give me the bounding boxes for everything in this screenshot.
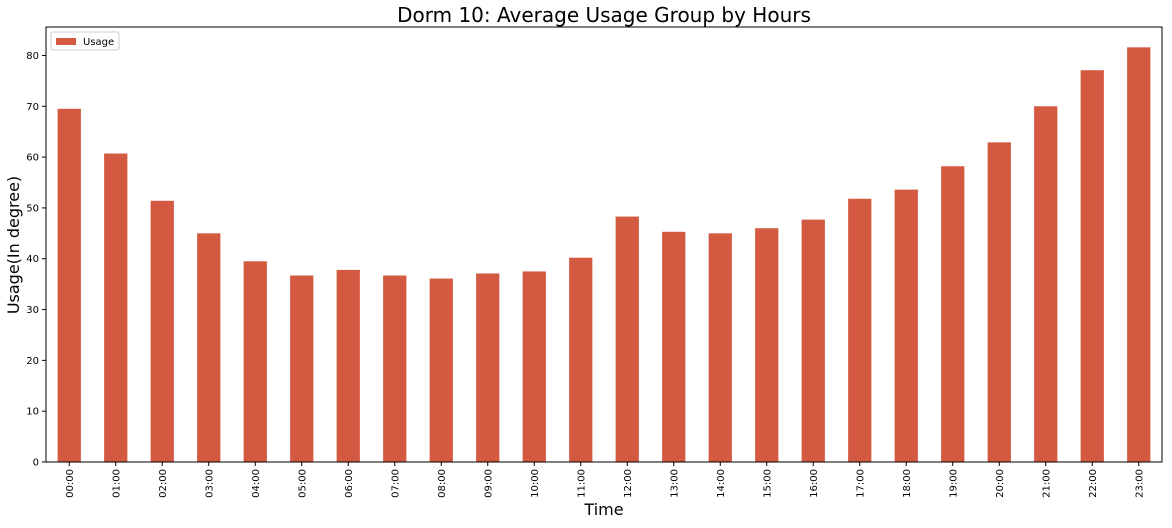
x-tick-label: 17:00 bbox=[855, 469, 866, 498]
legend-label: Usage bbox=[83, 37, 114, 48]
x-tick-label: 04:00 bbox=[251, 469, 262, 498]
x-tick-label: 22:00 bbox=[1088, 469, 1099, 498]
y-tick-label: 50 bbox=[26, 203, 39, 214]
y-tick-label: 80 bbox=[26, 51, 39, 62]
bar-0700 bbox=[383, 275, 407, 462]
bar-2300 bbox=[1127, 47, 1151, 462]
bar-1300 bbox=[662, 231, 686, 462]
bar-1600 bbox=[801, 219, 825, 462]
y-tick-label: 60 bbox=[26, 153, 39, 164]
x-tick-label: 15:00 bbox=[762, 469, 773, 498]
bar-1900 bbox=[941, 166, 965, 463]
bar-2200 bbox=[1080, 70, 1104, 462]
bar-0800 bbox=[429, 278, 453, 462]
x-tick-label: 19:00 bbox=[948, 469, 959, 498]
y-axis-label: Usage(In degree) bbox=[4, 176, 23, 314]
legend: Usage bbox=[50, 31, 120, 51]
plot-area: 0 10 20 30 40 50 60 70 80 00:00 01:00 02:00 03:00 04:… bbox=[26, 26, 1163, 498]
x-tick-label: 23:00 bbox=[1134, 469, 1145, 498]
bar-0500 bbox=[290, 275, 314, 462]
bar-1500 bbox=[755, 228, 779, 462]
y-tick-label: 0 bbox=[33, 458, 39, 469]
x-tick-label: 20:00 bbox=[995, 469, 1006, 498]
chart-title: Dorm 10: Average Usage Group by Hours bbox=[397, 3, 811, 27]
x-tick-label: 07:00 bbox=[390, 469, 401, 498]
bar-0900 bbox=[476, 273, 500, 462]
bar-1200 bbox=[615, 216, 639, 462]
x-tick-label: 06:00 bbox=[344, 469, 355, 498]
x-tick-label: 13:00 bbox=[669, 469, 680, 498]
bar-1800 bbox=[894, 189, 918, 462]
x-axis-label: Time bbox=[583, 500, 623, 519]
y-tick-label: 20 bbox=[26, 356, 39, 367]
y-tick-label: 40 bbox=[26, 254, 39, 265]
bar-1700 bbox=[848, 198, 872, 462]
bar-0400 bbox=[243, 261, 267, 462]
bar-1100 bbox=[569, 257, 593, 462]
bar-0000 bbox=[57, 108, 81, 462]
x-tick-label: 18:00 bbox=[902, 469, 913, 498]
x-tick-label: 21:00 bbox=[1041, 469, 1052, 498]
x-tick-label: 03:00 bbox=[204, 469, 215, 498]
x-tick-label: 14:00 bbox=[716, 469, 727, 498]
x-tick-label: 08:00 bbox=[437, 469, 448, 498]
bar-2100 bbox=[1034, 106, 1058, 462]
plot-frame bbox=[45, 26, 1163, 463]
x-tick-label: 02:00 bbox=[158, 469, 169, 498]
bar-1400 bbox=[708, 233, 732, 462]
y-tick-label: 70 bbox=[26, 102, 39, 113]
x-tick-label: 09:00 bbox=[483, 469, 494, 498]
x-tick-label: 00:00 bbox=[65, 469, 76, 498]
bar-0100 bbox=[104, 153, 128, 463]
x-tick-label: 12:00 bbox=[623, 469, 634, 498]
y-tick-label: 10 bbox=[26, 407, 39, 418]
bar-0300 bbox=[197, 233, 221, 462]
x-tick-label: 11:00 bbox=[576, 469, 587, 498]
legend-box bbox=[50, 31, 120, 51]
x-tick-label: 05:00 bbox=[297, 469, 308, 498]
y-tick-label: 30 bbox=[26, 305, 39, 316]
bar-0600 bbox=[336, 269, 360, 462]
bar-1000 bbox=[522, 271, 546, 462]
x-tick-label: 10:00 bbox=[530, 469, 541, 498]
bar-2000 bbox=[987, 142, 1011, 463]
bar-0200 bbox=[150, 200, 174, 463]
legend-swatch bbox=[56, 38, 76, 45]
x-tick-label: 01:00 bbox=[111, 469, 122, 498]
x-tick-label: 16:00 bbox=[809, 469, 820, 498]
